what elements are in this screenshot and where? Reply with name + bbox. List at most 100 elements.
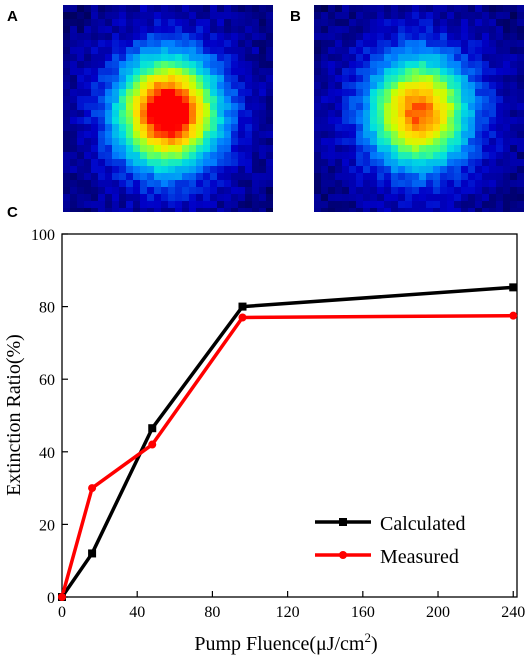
heatmap-pixel <box>245 145 252 152</box>
heatmap-pixel <box>342 89 349 96</box>
heatmap-pixel <box>412 152 419 159</box>
heatmap-pixel <box>182 89 189 96</box>
heatmap-pixel <box>517 152 524 159</box>
heatmap-pixel <box>377 152 384 159</box>
heatmap-pixel <box>126 117 133 124</box>
heatmap-pixel <box>510 82 517 89</box>
heatmap-pixel <box>91 54 98 61</box>
heatmap-pixel <box>426 138 433 145</box>
heatmap-pixel <box>105 54 112 61</box>
heatmap-pixel <box>475 145 482 152</box>
heatmap-pixel <box>133 68 140 75</box>
heatmap-pixel <box>119 180 126 187</box>
heatmap-pixel <box>517 131 524 138</box>
heatmap-pixel <box>475 19 482 26</box>
heatmap-pixel <box>468 89 475 96</box>
heatmap-pixel <box>112 54 119 61</box>
heatmap-pixel <box>91 166 98 173</box>
heatmap-pixel <box>321 19 328 26</box>
heatmap-pixel <box>210 173 217 180</box>
heatmap-pixel <box>447 110 454 117</box>
heatmap-pixel <box>119 131 126 138</box>
heatmap-pixel <box>370 110 377 117</box>
heatmap-pixel <box>231 96 238 103</box>
heatmap-pixel <box>119 61 126 68</box>
heatmap-pixel <box>182 96 189 103</box>
heatmap-pixel <box>461 68 468 75</box>
heatmap-pixel <box>161 180 168 187</box>
heatmap-pixel <box>419 166 426 173</box>
heatmap-pixel <box>210 194 217 201</box>
heatmap-pixel <box>245 117 252 124</box>
heatmap-pixel <box>245 47 252 54</box>
heatmap-pixel <box>77 19 84 26</box>
heatmap-pixel <box>419 110 426 117</box>
heatmap-pixel <box>70 40 77 47</box>
heatmap-pixel <box>112 5 119 12</box>
heatmap-pixel <box>447 96 454 103</box>
heatmap-pixel <box>321 96 328 103</box>
heatmap-pixel <box>391 89 398 96</box>
heatmap-pixel <box>189 138 196 145</box>
heatmap-pixel <box>133 110 140 117</box>
heatmap-pixel <box>496 82 503 89</box>
heatmap-pixel <box>182 145 189 152</box>
heatmap-pixel <box>63 82 70 89</box>
heatmap-pixel <box>210 33 217 40</box>
heatmap-pixel <box>482 117 489 124</box>
heatmap-pixel <box>140 47 147 54</box>
heatmap-pixel <box>454 68 461 75</box>
heatmap-pixel <box>503 166 510 173</box>
heatmap-pixel <box>98 75 105 82</box>
heatmap-pixel <box>398 103 405 110</box>
heatmap-pixel <box>314 19 321 26</box>
heatmap-pixel <box>489 159 496 166</box>
heatmap-pixel <box>224 82 231 89</box>
heatmap-pixel <box>363 54 370 61</box>
heatmap-pixel <box>70 47 77 54</box>
heatmap-pixel <box>335 82 342 89</box>
heatmap-pixel <box>342 26 349 33</box>
heatmap-pixel <box>412 180 419 187</box>
heatmap-pixel <box>112 89 119 96</box>
heatmap-pixel <box>259 124 266 131</box>
heatmap-pixel <box>105 82 112 89</box>
heatmap-pixel <box>468 61 475 68</box>
heatmap-pixel <box>412 5 419 12</box>
heatmap-pixel <box>405 159 412 166</box>
heatmap-pixel <box>224 110 231 117</box>
heatmap-pixel <box>217 103 224 110</box>
heatmap-pixel <box>496 89 503 96</box>
heatmap-pixel <box>70 187 77 194</box>
heatmap-pixel <box>168 19 175 26</box>
heatmap-pixel <box>398 5 405 12</box>
heatmap-pixel <box>384 145 391 152</box>
heatmap-pixel <box>147 33 154 40</box>
heatmap-pixel <box>398 33 405 40</box>
heatmap-pixel <box>217 110 224 117</box>
heatmap-pixel <box>440 201 447 208</box>
heatmap-pixel <box>266 47 273 54</box>
heatmap-pixel <box>119 208 126 212</box>
heatmap-pixel <box>517 19 524 26</box>
heatmap-pixel <box>147 96 154 103</box>
heatmap-pixel <box>482 124 489 131</box>
heatmap-pixel <box>84 26 91 33</box>
heatmap-pixel <box>433 82 440 89</box>
heatmap-pixel <box>517 89 524 96</box>
heatmap-pixel <box>266 152 273 159</box>
heatmap-pixel <box>91 124 98 131</box>
heatmap-pixel <box>217 166 224 173</box>
heatmap-pixel <box>370 47 377 54</box>
heatmap-pixel <box>321 166 328 173</box>
x-tick-label: 160 <box>351 604 375 621</box>
heatmap-pixel <box>503 110 510 117</box>
heatmap-pixel <box>189 117 196 124</box>
heatmap-pixel <box>210 19 217 26</box>
heatmap-pixel <box>475 5 482 12</box>
heatmap-pixel <box>147 159 154 166</box>
heatmap-pixel <box>405 208 412 212</box>
heatmap-pixel <box>433 19 440 26</box>
heatmap-pixel <box>335 180 342 187</box>
heatmap-pixel <box>510 131 517 138</box>
